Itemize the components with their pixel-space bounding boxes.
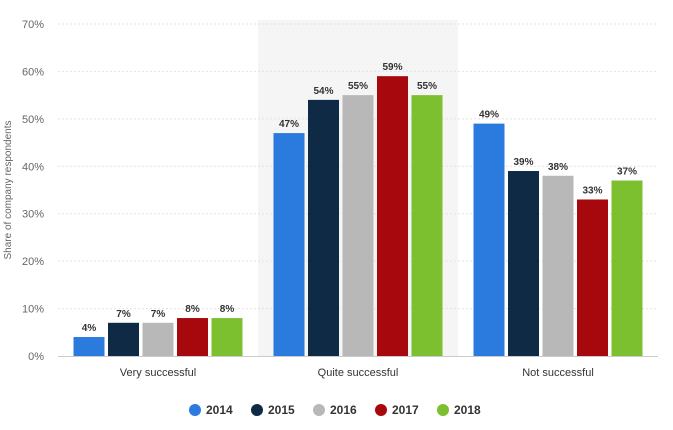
bar[interactable] bbox=[577, 199, 608, 356]
data-label: 49% bbox=[479, 110, 499, 121]
x-category-label: Very successful bbox=[120, 367, 196, 379]
data-label: 33% bbox=[582, 185, 602, 196]
x-axis-categories: Very successful Quite successful Not succe… bbox=[120, 367, 594, 379]
legend-marker bbox=[437, 404, 449, 416]
y-tick-label: 50% bbox=[22, 114, 44, 126]
y-tick-label: 0% bbox=[28, 351, 44, 363]
data-label: 7% bbox=[151, 309, 166, 320]
bar[interactable] bbox=[142, 322, 174, 356]
legend-label: 2017 bbox=[392, 403, 419, 417]
legend-marker bbox=[251, 404, 263, 416]
data-label: 55% bbox=[348, 81, 368, 92]
bar[interactable] bbox=[211, 318, 243, 356]
data-label: 4% bbox=[82, 323, 97, 334]
bar[interactable] bbox=[611, 180, 643, 356]
legend-label: 2015 bbox=[268, 403, 295, 417]
y-axis-label: Share of company respondents bbox=[3, 121, 14, 260]
bar[interactable] bbox=[73, 337, 105, 356]
legend-item[interactable]: 2016 bbox=[313, 403, 357, 417]
legend-item[interactable]: 2014 bbox=[189, 403, 233, 417]
data-label: 37% bbox=[617, 167, 637, 178]
data-label: 8% bbox=[185, 304, 200, 315]
bar[interactable] bbox=[508, 171, 539, 356]
y-tick-label: 30% bbox=[22, 209, 44, 221]
x-category-label: Not successful bbox=[522, 367, 594, 379]
y-tick-label: 70% bbox=[22, 19, 44, 31]
y-tick-label: 10% bbox=[22, 304, 44, 316]
y-tick-label: 20% bbox=[22, 256, 44, 268]
data-label: 8% bbox=[220, 304, 235, 315]
y-tick-label: 60% bbox=[22, 66, 44, 78]
bar[interactable] bbox=[542, 175, 574, 356]
legend[interactable]: 2014 2015 2016 2017 2018 bbox=[189, 403, 481, 417]
data-labels: 4% 7% 7% 8% 8% 47% 54% 55% 59% 55% 49% 39% 38% 33% 37% bbox=[82, 62, 637, 334]
legend-label: 2018 bbox=[454, 403, 481, 417]
bars bbox=[73, 76, 643, 357]
data-label: 55% bbox=[417, 81, 437, 92]
bar[interactable] bbox=[108, 322, 139, 356]
legend-item[interactable]: 2018 bbox=[437, 403, 481, 417]
bar[interactable] bbox=[473, 123, 505, 356]
bar[interactable] bbox=[177, 318, 208, 356]
legend-label: 2016 bbox=[330, 403, 357, 417]
bar[interactable] bbox=[411, 95, 443, 357]
legend-item[interactable]: 2017 bbox=[375, 403, 419, 417]
data-label: 47% bbox=[279, 119, 299, 130]
legend-item[interactable]: 2015 bbox=[251, 403, 295, 417]
bar[interactable] bbox=[377, 76, 408, 357]
x-category-label: Quite successful bbox=[318, 367, 399, 379]
legend-marker bbox=[313, 404, 325, 416]
legend-label: 2014 bbox=[206, 403, 233, 417]
y-axis-ticks: 0% 10% 20% 30% 40% 50% 60% 70% bbox=[22, 19, 44, 363]
data-label: 39% bbox=[513, 157, 533, 168]
data-label: 7% bbox=[116, 309, 131, 320]
y-tick-label: 40% bbox=[22, 161, 44, 173]
legend-marker bbox=[375, 404, 387, 416]
data-label: 38% bbox=[548, 162, 568, 173]
bar[interactable] bbox=[342, 95, 374, 357]
data-label: 54% bbox=[313, 86, 333, 97]
bar[interactable] bbox=[308, 99, 339, 356]
data-label: 59% bbox=[382, 62, 402, 73]
legend-marker bbox=[189, 404, 201, 416]
bar[interactable] bbox=[273, 133, 305, 356]
